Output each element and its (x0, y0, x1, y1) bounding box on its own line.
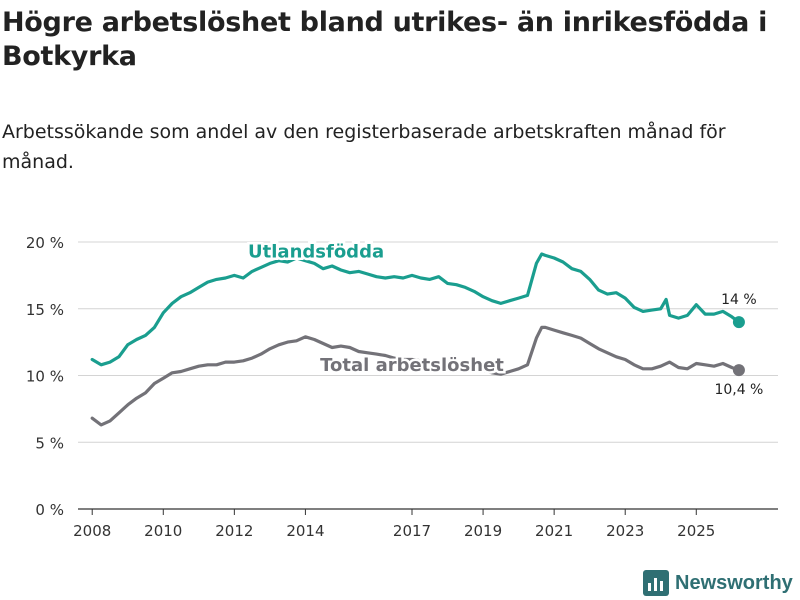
end-point-total (732, 364, 745, 377)
y-tick-label: 5 % (35, 434, 64, 452)
axes: 0 % 5 % 10 % 15 % 20 % 2008 2010 2012 2014 2017 20… (26, 234, 715, 540)
series-line-utlandsfodda (90, 252, 741, 367)
x-tick-label: 2010 (144, 522, 182, 540)
y-tick-label: 15 % (26, 301, 64, 319)
x-tick-label: 2019 (464, 522, 502, 540)
x-tick-label: 2023 (606, 522, 644, 540)
end-point-utlandsfodda (732, 316, 745, 329)
x-tick-label: 2025 (677, 522, 715, 540)
series-line-total (90, 325, 741, 427)
series-label-utlandsfodda: Utlandsfödda (248, 241, 384, 262)
chart-subtitle: Arbetssökande som andel av den registerb… (2, 121, 726, 173)
y-tick-label: 10 % (26, 368, 64, 386)
series-label-total: Total arbetslöshet (320, 355, 504, 376)
bar-chart-logo-icon (643, 570, 669, 596)
series-labels: Utlandsfödda Total arbetslöshet 14 % 10,4 % (246, 239, 764, 398)
x-tick-label: 2017 (393, 522, 431, 540)
end-label-utlandsfodda: 14 % (721, 292, 757, 308)
x-tick-label: 2014 (286, 522, 324, 540)
y-tick-label: 0 % (35, 501, 64, 519)
series-lines (90, 252, 745, 427)
chart-title: Högre arbetslöshet bland utrikes- än inr… (2, 7, 768, 72)
y-tick-label: 20 % (26, 234, 64, 252)
end-label-total: 10,4 % (714, 382, 763, 398)
x-tick-label: 2012 (215, 522, 253, 540)
x-tick-label: 2008 (73, 522, 111, 540)
brand-name: Newsworthy (675, 571, 793, 594)
newsworthy-logo[interactable]: Newsworthy (643, 568, 793, 598)
x-tick-label: 2021 (535, 522, 573, 540)
